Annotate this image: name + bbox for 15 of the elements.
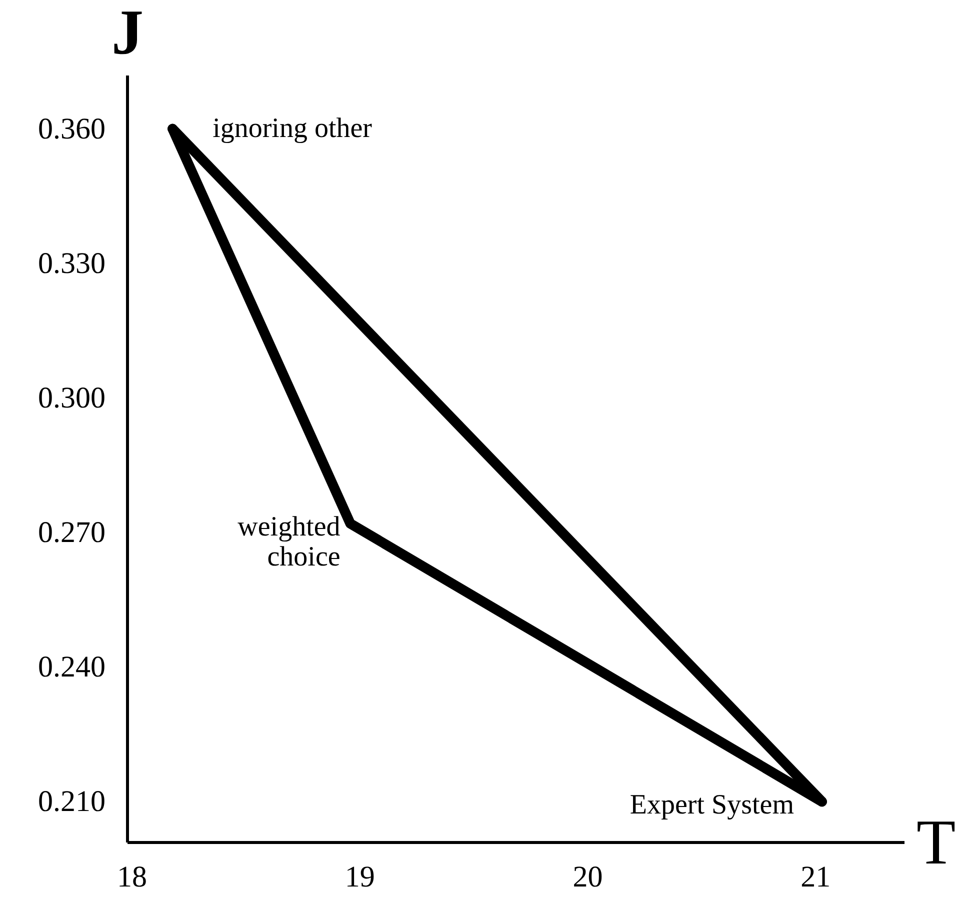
- annotation: ignoring other: [212, 112, 373, 144]
- y-tick-label: 0.240: [38, 650, 106, 684]
- x-tick-label: 20: [572, 860, 603, 894]
- annotation: weighted choice: [238, 512, 340, 573]
- y-tick-label: 0.330: [38, 246, 106, 280]
- x-tick-label: 21: [800, 860, 831, 894]
- x-tick-label: 19: [344, 860, 375, 894]
- y-tick-label: 0.360: [38, 112, 106, 146]
- annotation: Expert System: [630, 790, 794, 821]
- x-tick-label: 18: [117, 860, 148, 894]
- y-tick-label: 0.270: [38, 516, 106, 550]
- y-axis-title: J: [112, 0, 144, 68]
- y-tick-label: 0.300: [38, 381, 106, 414]
- x-axis-title: T: [916, 806, 956, 878]
- y-tick-label: 0.210: [38, 785, 106, 818]
